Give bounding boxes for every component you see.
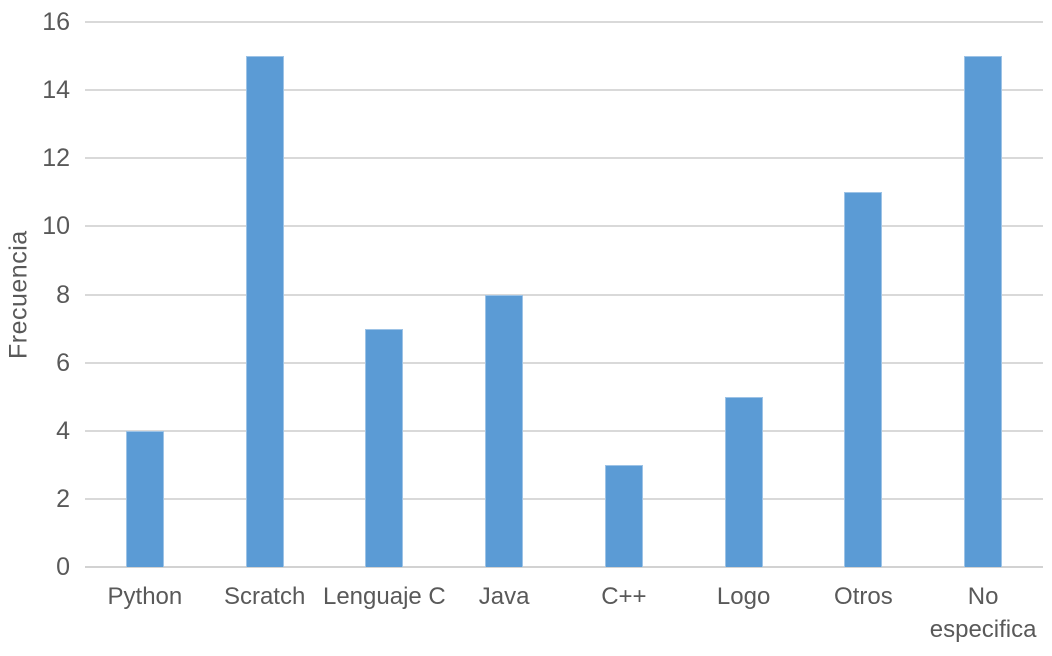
y-tick-label: 14: [42, 76, 70, 105]
gridline: [85, 497, 1043, 500]
x-axis-line: [85, 566, 1043, 568]
bar: [245, 56, 284, 567]
y-tick-label: 2: [56, 484, 70, 513]
gridline: [85, 21, 1043, 23]
gridline: [85, 225, 1043, 228]
bar: [724, 396, 763, 567]
x-category-label: Logo: [716, 583, 771, 610]
x-category-label: Java: [478, 583, 530, 610]
y-tick-label: 16: [42, 8, 70, 36]
y-tick-label: 4: [56, 416, 70, 445]
x-category-label: Scratch: [223, 583, 306, 610]
gridline: [85, 429, 1043, 432]
bar: [964, 56, 1003, 567]
y-axis-tick-labels: 0 2 4 6 8 10 12 14 16: [0, 0, 70, 656]
y-tick-label: 6: [56, 348, 70, 377]
x-axis-labels: Python Scratch Lenguaje C Java C++ Logo Otros N…: [85, 580, 1043, 656]
bar: [604, 464, 643, 567]
bar: [365, 328, 404, 567]
y-tick-label: 8: [56, 280, 70, 309]
x-category-label: Lenguaje C: [322, 583, 446, 610]
y-tick-label: 12: [42, 144, 70, 173]
gridline: [85, 89, 1043, 92]
bar: [485, 294, 524, 567]
gridline: [85, 157, 1043, 160]
x-category-label: C++: [601, 583, 647, 610]
y-tick-label: 0: [56, 553, 70, 581]
x-category-label: No especifica: [929, 583, 1037, 643]
y-tick-label: 10: [42, 212, 70, 241]
gridline: [85, 293, 1043, 296]
x-category-label: Python: [107, 583, 183, 610]
bar: [844, 192, 883, 567]
x-category-label: Otros: [834, 583, 893, 610]
plot-area: [85, 21, 1043, 568]
bar: [125, 430, 164, 567]
gridline: [85, 361, 1043, 364]
